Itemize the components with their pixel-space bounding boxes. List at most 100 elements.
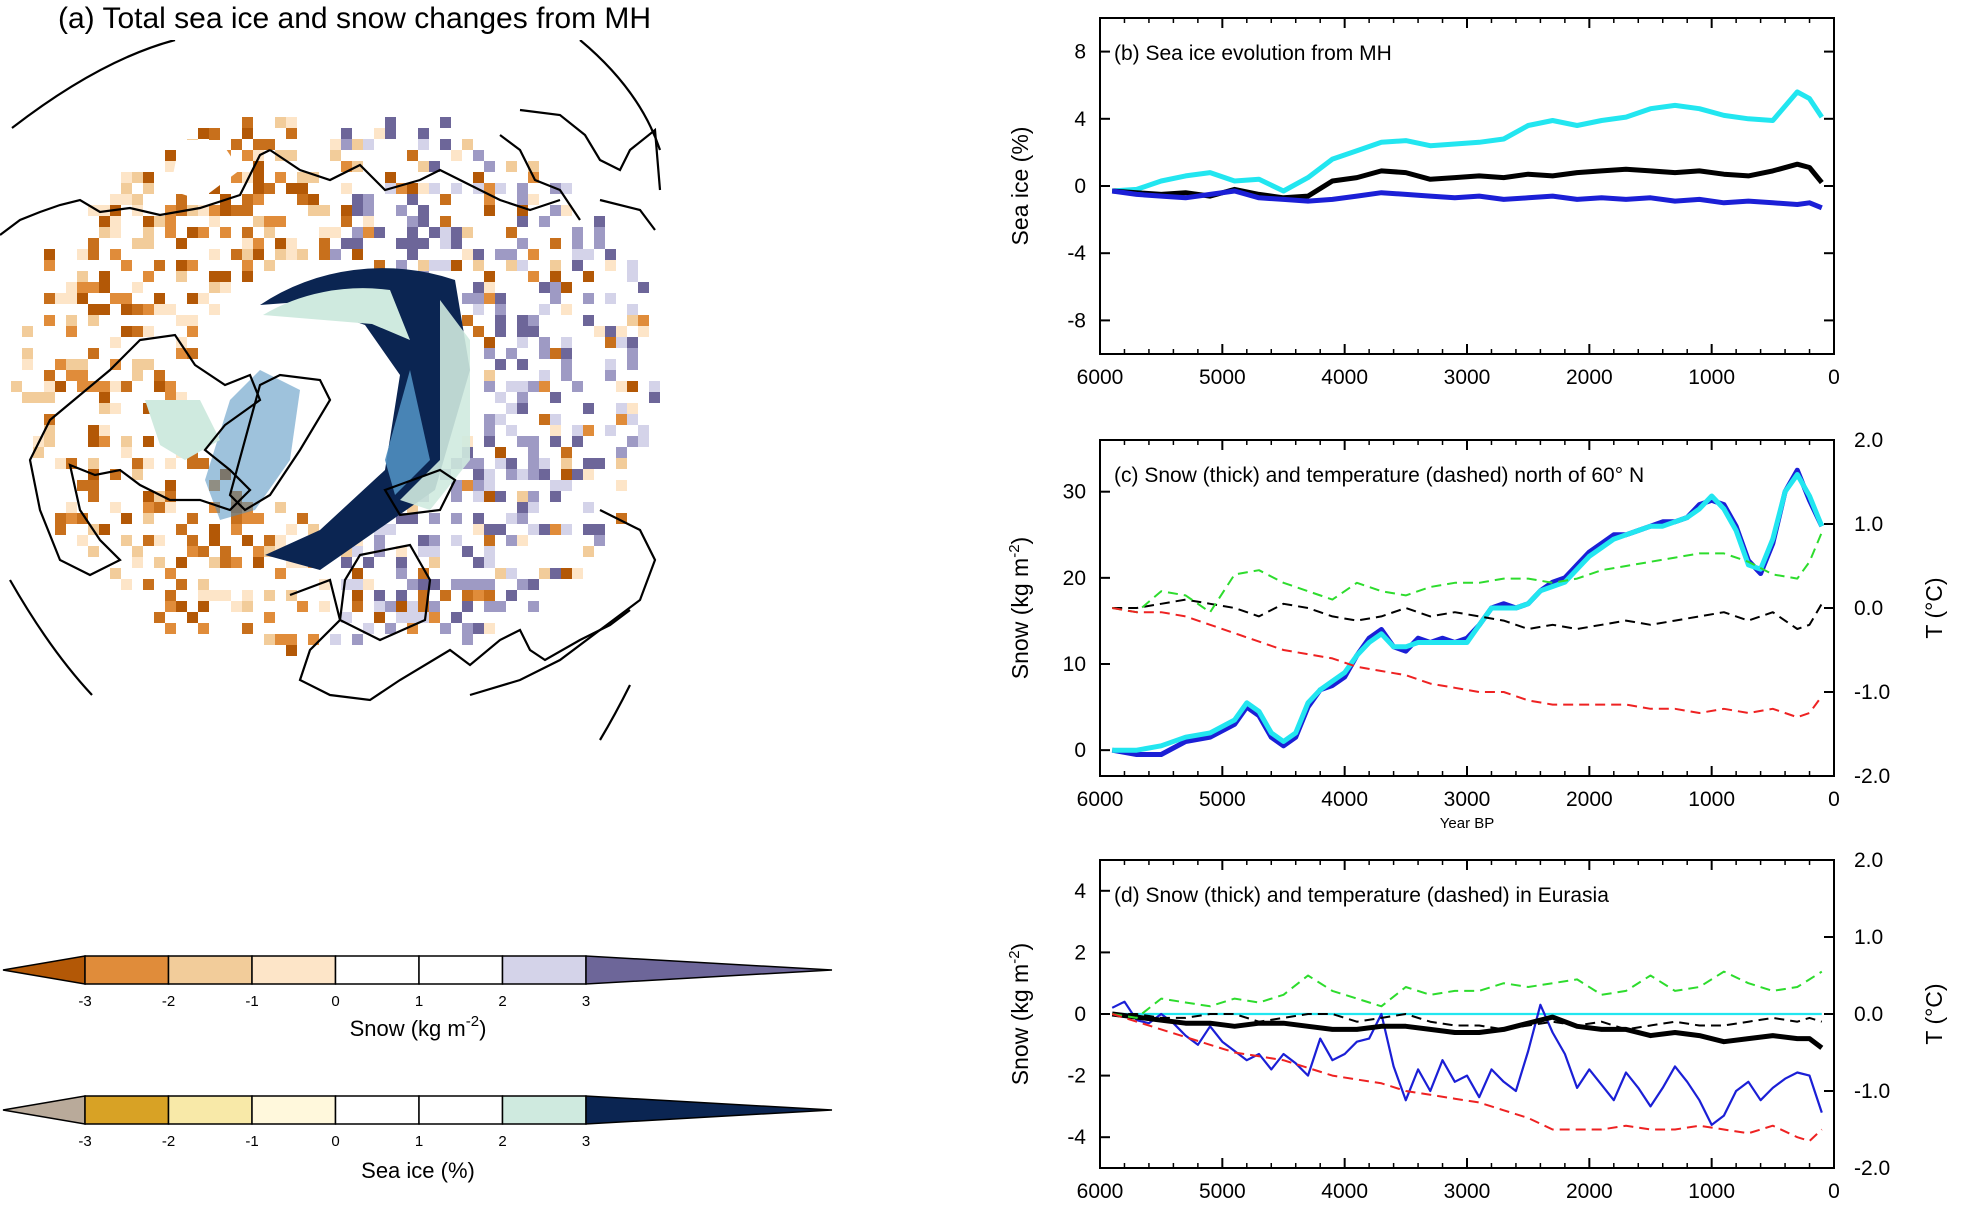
- snow-cell: [605, 293, 616, 304]
- snow-cell: [165, 458, 176, 469]
- snow-cell: [407, 623, 418, 634]
- snow-cell: [495, 601, 506, 612]
- series-blue-thick: [1111, 188, 1823, 211]
- snow-cell: [561, 568, 572, 579]
- snow-cell: [528, 315, 539, 326]
- snow-cell: [528, 381, 539, 392]
- panel-title: (d) Snow (thick) and temperature (dashed…: [1114, 884, 1609, 907]
- snow-cell: [154, 293, 165, 304]
- snow-cell: [572, 568, 583, 579]
- snow-cell: [110, 568, 121, 579]
- colorbars: -3 -2 -1 0 1 2 3 Snow (kg m-2) -3 -2 -1 0 1 2 3 Sea …: [2, 955, 833, 1183]
- panel-a-title: (a) Total sea ice and snow changes from …: [58, 2, 652, 35]
- snow-cell: [187, 535, 198, 546]
- snow-cell: [627, 348, 638, 359]
- x-tick-label: 3000: [1444, 1180, 1491, 1203]
- x-tick-label: 6000: [1077, 1180, 1124, 1203]
- colorbar-tick-label: 3: [582, 1133, 590, 1150]
- snow-cell: [583, 458, 594, 469]
- x-axis-label: Year BP: [1440, 815, 1495, 832]
- snow-cell: [242, 260, 253, 271]
- snow-cell: [440, 216, 451, 227]
- snow-cell: [154, 381, 165, 392]
- colorbar-tick-label: 2: [498, 1133, 506, 1150]
- snow-cell: [627, 381, 638, 392]
- snow-cell: [396, 205, 407, 216]
- snow-cell: [242, 513, 253, 524]
- snow-cell: [561, 304, 572, 315]
- snow-cell: [495, 491, 506, 502]
- snow-cell: [209, 128, 220, 139]
- polar-map: [0, 40, 662, 741]
- snow-cell: [506, 513, 517, 524]
- snow-cell: [187, 293, 198, 304]
- snow-cell: [66, 359, 77, 370]
- snow-cell: [484, 425, 495, 436]
- snow-cell: [176, 315, 187, 326]
- snow-cell: [627, 304, 638, 315]
- snow-cells: [11, 117, 660, 656]
- series-red-dashed: [1111, 1013, 1823, 1142]
- snow-cell: [517, 359, 528, 370]
- snow-cell: [242, 601, 253, 612]
- snow-cell: [495, 293, 506, 304]
- snow-cell: [187, 348, 198, 359]
- snow-cell: [297, 513, 308, 524]
- snow-cell: [473, 590, 484, 601]
- snow-cell: [418, 238, 429, 249]
- snow-cell: [330, 150, 341, 161]
- snow-cell: [561, 359, 572, 370]
- panel-d-snow-temperature-eurasia: 6000 5000 4000 3000 2000 1000 0 4 2 0 -2 -4 2.0 1.0 0.…: [1006, 849, 1947, 1203]
- snow-cell: [352, 227, 363, 238]
- snow-cell: [88, 381, 99, 392]
- snow-cell: [550, 425, 561, 436]
- snow-cell: [88, 205, 99, 216]
- snow-cell: [572, 227, 583, 238]
- snow-cell: [583, 403, 594, 414]
- snow-cell: [506, 348, 517, 359]
- colorbar-tick-label: -1: [245, 1133, 258, 1150]
- snow-cell: [165, 216, 176, 227]
- snow-cell: [77, 282, 88, 293]
- snow-cell: [242, 227, 253, 238]
- snow-cell: [484, 524, 495, 535]
- snow-cell: [517, 502, 528, 513]
- y-tick-label: 2: [1074, 941, 1086, 964]
- snow-cell: [154, 370, 165, 381]
- snow-cell: [231, 172, 242, 183]
- snow-cell: [253, 557, 264, 568]
- snow-cell: [561, 447, 572, 458]
- snow-cell: [176, 271, 187, 282]
- y-tick-label: 4: [1074, 108, 1086, 131]
- snow-cell: [44, 381, 55, 392]
- snow-cell: [462, 623, 473, 634]
- snow-cell: [517, 392, 528, 403]
- snow-cell: [176, 194, 187, 205]
- snow-cell: [275, 117, 286, 128]
- y-axis-label-sup: -2: [1006, 950, 1023, 963]
- snow-cell: [165, 392, 176, 403]
- snow-cell: [572, 238, 583, 249]
- snow-cell: [517, 403, 528, 414]
- snow-cell: [396, 546, 407, 557]
- snow-cell: [616, 458, 627, 469]
- snow-cell: [209, 205, 220, 216]
- snow-cell: [528, 601, 539, 612]
- snow-cell: [154, 491, 165, 502]
- snow-cell: [286, 117, 297, 128]
- snow-cell: [407, 150, 418, 161]
- snow-cell: [374, 524, 385, 535]
- snow-cell: [55, 513, 66, 524]
- snow-cell: [407, 238, 418, 249]
- snow-cell: [110, 227, 121, 238]
- series-cyan-thick: [1112, 472, 1825, 753]
- snow-cell: [528, 502, 539, 513]
- snow-cell: [88, 480, 99, 491]
- snow-cell: [143, 436, 154, 447]
- snow-cell: [561, 480, 572, 491]
- snow-cell: [66, 513, 77, 524]
- snow-cell: [110, 502, 121, 513]
- snow-cell: [209, 502, 220, 513]
- snow-cell: [44, 293, 55, 304]
- snow-cell: [187, 315, 198, 326]
